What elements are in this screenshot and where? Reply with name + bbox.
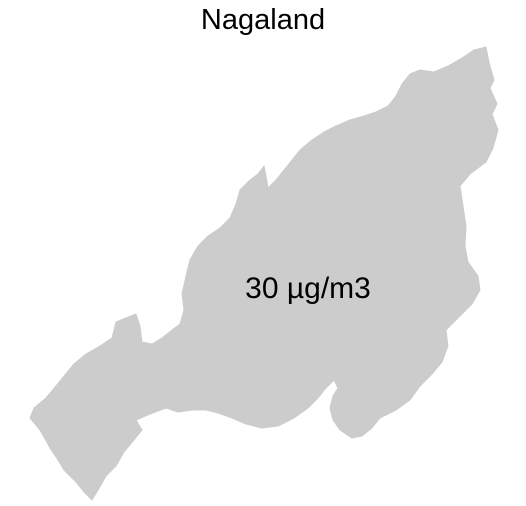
map-title: Nagaland	[200, 4, 326, 36]
region-nagaland-shape	[29, 46, 499, 501]
region-value-label: 30 µg/m3	[245, 272, 371, 305]
